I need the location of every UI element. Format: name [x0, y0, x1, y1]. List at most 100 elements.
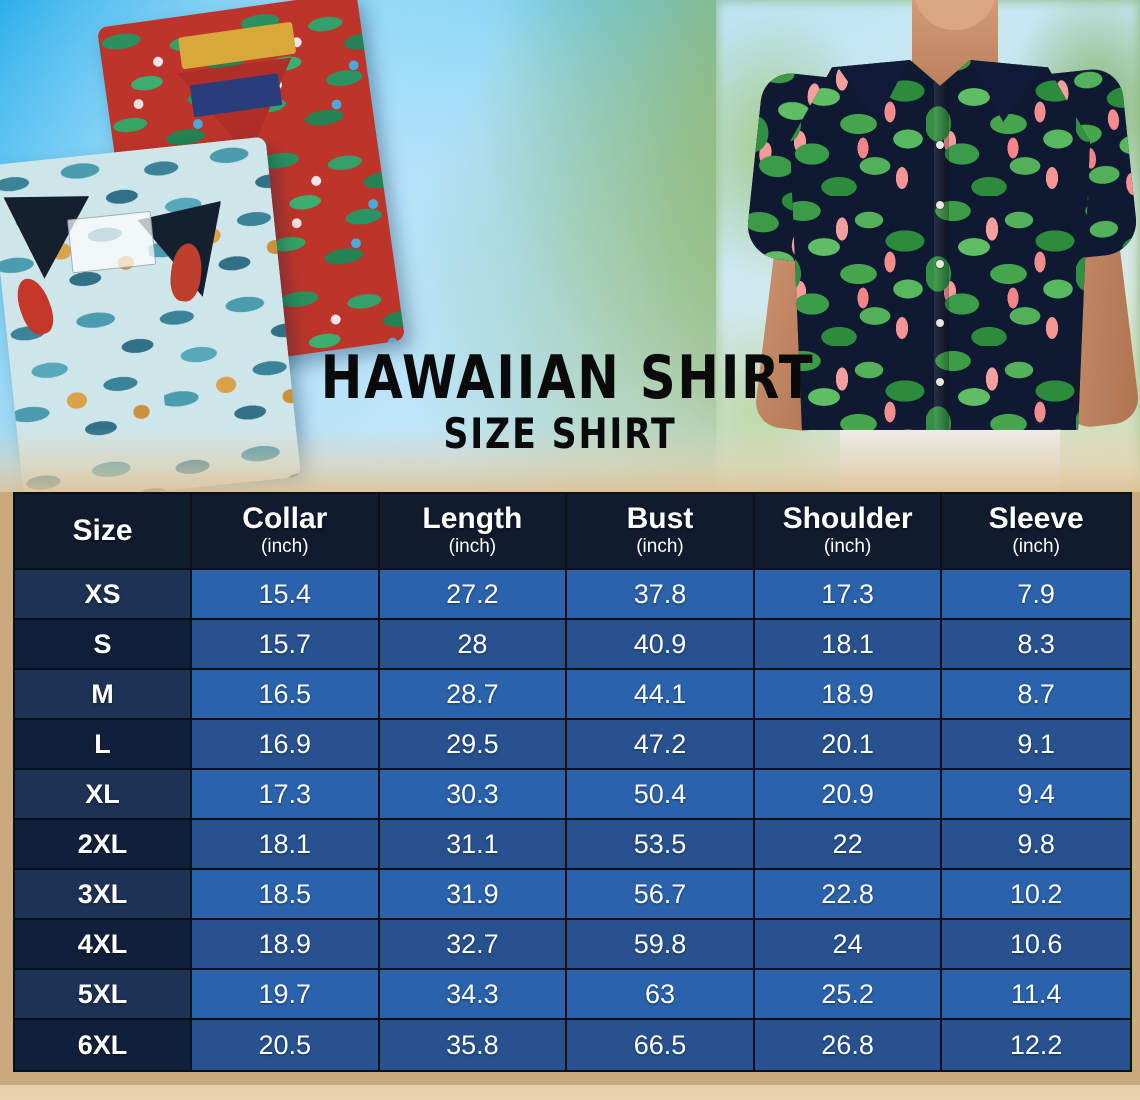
cell-sleeve: 10.6: [942, 920, 1130, 970]
cell-shoulder: 26.8: [754, 1020, 943, 1070]
size-chart-table: Size Collar (inch) Length (inch) Bust (i…: [13, 492, 1132, 1072]
cell-length: 30.3: [379, 770, 568, 820]
table-row: L 16.9 29.5 47.2 20.1 9.1: [15, 720, 1130, 770]
cell-size: XS: [15, 570, 192, 620]
page-subtitle: SIZE SHIRT: [443, 409, 677, 458]
cell-shoulder: 22.8: [754, 870, 943, 920]
cell-sleeve: 9.4: [942, 770, 1130, 820]
cell-bust: 63: [567, 970, 755, 1020]
cell-length: 28.7: [379, 670, 568, 720]
cell-shoulder: 18.1: [754, 620, 943, 670]
table-body: XS 15.4 27.2 37.8 17.3 7.9 S 15.7 28 40.9 18.1 8.3 M…: [15, 570, 1130, 1070]
bottom-sand-strip: [0, 1085, 1140, 1100]
cell-length: 31.9: [379, 870, 568, 920]
cell-size: 3XL: [15, 870, 192, 920]
cell-length: 34.3: [379, 970, 568, 1020]
column-header-shoulder: Shoulder (inch): [754, 494, 943, 570]
cell-size: 5XL: [15, 970, 192, 1020]
column-header-unit: (inch): [448, 535, 497, 557]
cell-length: 35.8: [379, 1020, 568, 1070]
cell-length: 28: [379, 620, 568, 670]
hero-banner: HAWAIIAN SHIRT SIZE SHIRT: [0, 0, 1140, 492]
cell-shoulder: 20.9: [754, 770, 943, 820]
table-row: 4XL 18.9 32.7 59.8 24 10.6: [15, 920, 1130, 970]
cell-size: 4XL: [15, 920, 192, 970]
cell-length: 27.2: [379, 570, 568, 620]
cell-collar: 18.9: [192, 920, 380, 970]
column-header-label: Size: [72, 514, 133, 548]
cell-length: 31.1: [379, 820, 568, 870]
table-row: 6XL 20.5 35.8 66.5 26.8 12.2: [15, 1020, 1130, 1070]
cell-sleeve: 7.9: [942, 570, 1130, 620]
cell-collar: 19.7: [192, 970, 380, 1020]
cell-length: 29.5: [379, 720, 568, 770]
cell-shoulder: 25.2: [754, 970, 943, 1020]
cell-bust: 56.7: [567, 870, 755, 920]
title-block: HAWAIIAN SHIRT SIZE SHIRT: [300, 348, 820, 461]
cell-bust: 44.1: [567, 670, 755, 720]
column-header-unit: (inch): [1012, 535, 1060, 557]
column-header-label: Shoulder: [782, 502, 913, 536]
table-row: 3XL 18.5 31.9 56.7 22.8 10.2: [15, 870, 1130, 920]
column-header-unit: (inch): [823, 535, 872, 557]
table-row: 5XL 19.7 34.3 63 25.2 11.4: [15, 970, 1130, 1020]
page-title: HAWAIIAN SHIRT: [320, 343, 815, 413]
shirt-button: [936, 200, 944, 209]
column-header-length: Length (inch): [379, 494, 568, 570]
column-header-sleeve: Sleeve (inch): [942, 494, 1130, 570]
cell-sleeve: 10.2: [942, 870, 1130, 920]
cell-size: M: [15, 670, 192, 720]
table-row: XL 17.3 30.3 50.4 20.9 9.4: [15, 770, 1130, 820]
parrot-motif: [10, 274, 59, 339]
cell-collar: 17.3: [192, 770, 380, 820]
shirt-button: [936, 378, 944, 387]
cell-shoulder: 22: [754, 820, 943, 870]
cell-collar: 16.5: [192, 670, 380, 720]
table-row: XS 15.4 27.2 37.8 17.3 7.9: [15, 570, 1130, 620]
cell-bust: 66.5: [567, 1020, 755, 1070]
cell-collar: 20.5: [192, 1020, 380, 1070]
cell-shoulder: 24: [754, 920, 943, 970]
cell-size: L: [15, 720, 192, 770]
column-header-label: Sleeve: [988, 502, 1084, 536]
shirt-button: [936, 319, 944, 327]
column-header-label: Bust: [626, 502, 694, 536]
cell-size: XL: [15, 770, 192, 820]
cell-bust: 50.4: [567, 770, 755, 820]
column-header-unit: (inch): [261, 535, 309, 557]
column-header-label: Length: [422, 502, 523, 536]
folded-blue-shirt: [0, 136, 302, 492]
cell-sleeve: 11.4: [942, 970, 1130, 1020]
table-header-row: Size Collar (inch) Length (inch) Bust (i…: [15, 494, 1130, 570]
shirt-chest-pocket: [67, 210, 156, 274]
cell-size: S: [15, 620, 192, 670]
column-header-size: Size: [15, 494, 192, 570]
cell-collar: 16.9: [192, 720, 380, 770]
cell-bust: 53.5: [567, 820, 755, 870]
cell-size: 2XL: [15, 820, 192, 870]
cell-sleeve: 12.2: [942, 1020, 1130, 1070]
column-header-bust: Bust (inch): [567, 494, 755, 570]
cell-bust: 59.8: [567, 920, 755, 970]
column-header-unit: (inch): [636, 535, 684, 557]
cell-shoulder: 17.3: [754, 570, 943, 620]
cell-shoulder: 18.9: [754, 670, 943, 720]
table-row: S 15.7 28 40.9 18.1 8.3: [15, 620, 1130, 670]
cell-bust: 37.8: [567, 570, 755, 620]
model-photo: [716, 0, 1140, 492]
cell-shoulder: 20.1: [754, 720, 943, 770]
model-hawaiian-shirt: [790, 60, 1090, 430]
cell-sleeve: 8.7: [942, 670, 1130, 720]
cell-collar: 18.1: [192, 820, 380, 870]
cell-sleeve: 8.3: [942, 620, 1130, 670]
cell-bust: 40.9: [567, 620, 755, 670]
cell-bust: 47.2: [567, 720, 755, 770]
shirt-button: [936, 259, 944, 268]
cell-collar: 18.5: [192, 870, 380, 920]
cell-collar: 15.7: [192, 620, 380, 670]
cell-collar: 15.4: [192, 570, 380, 620]
cell-length: 32.7: [379, 920, 568, 970]
table-row: 2XL 18.1 31.1 53.5 22 9.8: [15, 820, 1130, 870]
column-header-collar: Collar (inch): [192, 494, 380, 570]
shirt-button: [936, 141, 944, 150]
